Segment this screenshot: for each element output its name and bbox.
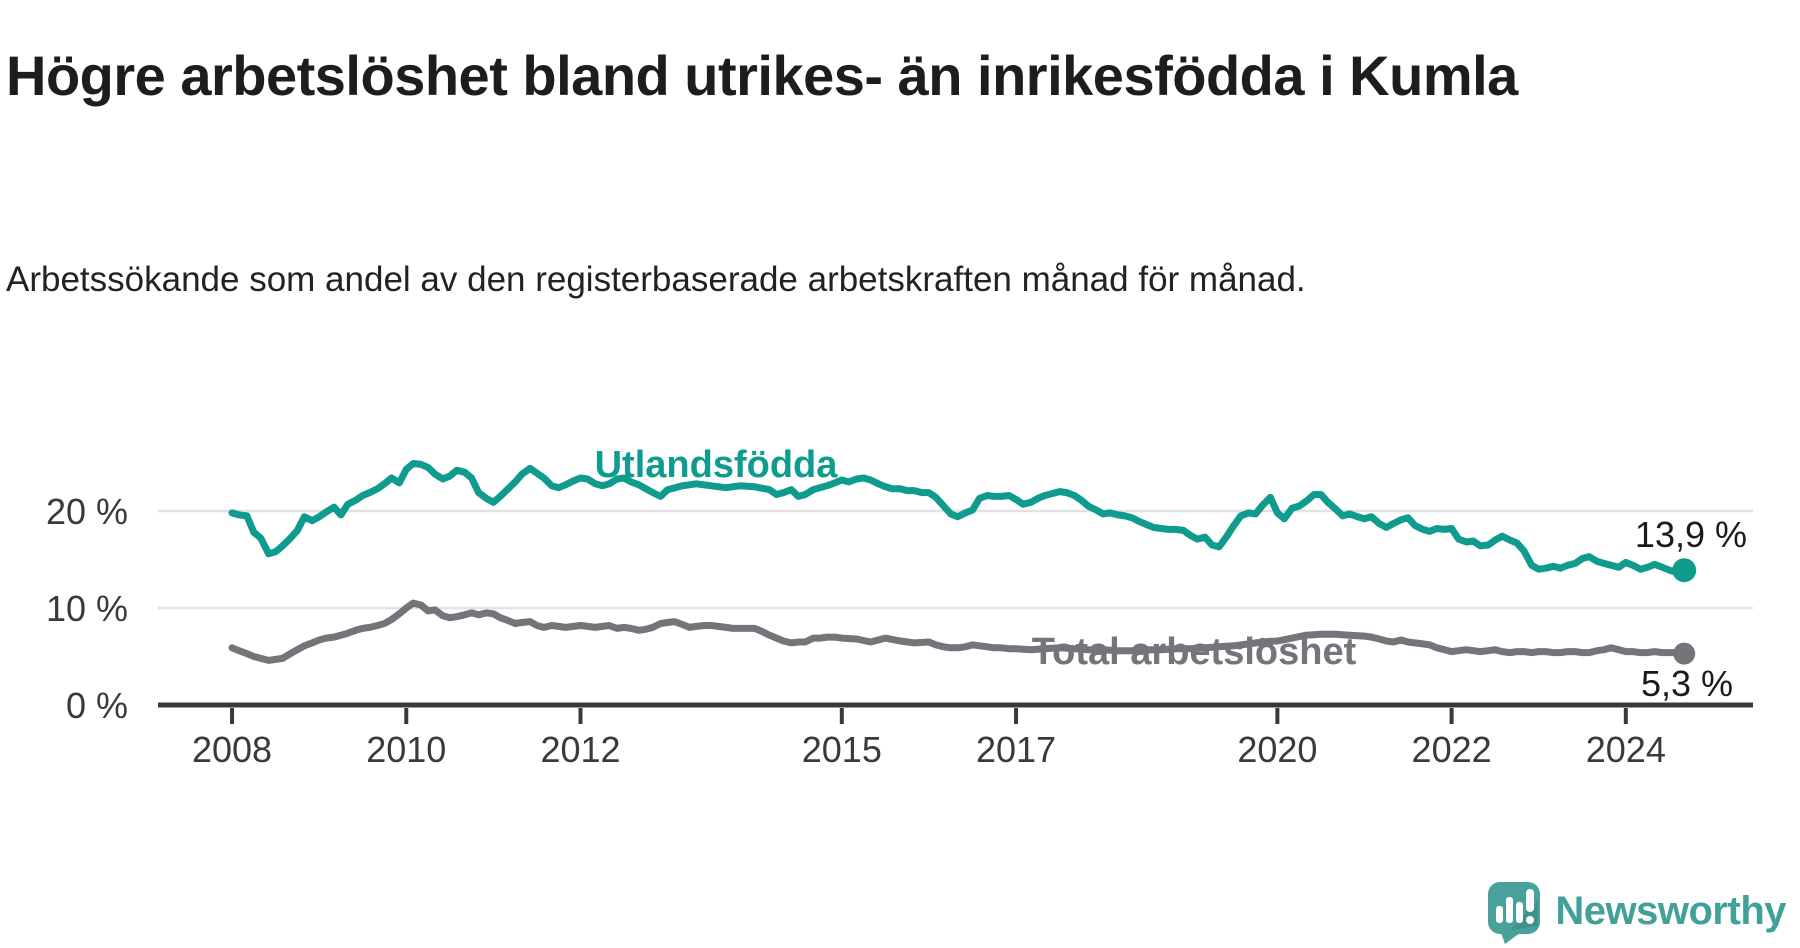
series-line-total <box>228 599 1688 664</box>
y-tick-label: 0 % <box>66 685 128 726</box>
chart-subtitle: Arbetssökande som andel av den registerb… <box>6 260 1306 299</box>
newsworthy-logo-icon <box>1488 882 1541 944</box>
series-end-dot <box>1672 558 1697 583</box>
page-title: Högre arbetslöshet bland utrikes- än inr… <box>6 43 1518 107</box>
newsworthy-logo-text: Newsworthy <box>1555 888 1786 933</box>
series-label-total: Total arbetslöshet <box>1032 631 1357 673</box>
y-tick-label: 20 % <box>46 491 128 532</box>
series-line-foreign-born <box>228 460 1688 576</box>
x-tick-label: 2020 <box>1237 729 1317 770</box>
x-tick-label: 2024 <box>1586 729 1666 770</box>
newsworthy-logo: Newsworthy <box>1486 878 1786 944</box>
x-tick-label: 2010 <box>366 729 446 770</box>
end-value-label-total: 5,3 % <box>1641 663 1733 704</box>
x-tick-label: 2022 <box>1412 729 1492 770</box>
y-tick-label: 10 % <box>46 588 128 629</box>
x-tick-label: 2015 <box>802 729 882 770</box>
series-end-dot <box>1673 642 1696 665</box>
x-tick-label: 2017 <box>976 729 1056 770</box>
series-label-foreign-born: Utlandsfödda <box>595 444 839 486</box>
x-tick-label: 2008 <box>192 729 272 770</box>
end-value-label-foreign-born: 13,9 % <box>1635 514 1747 555</box>
x-tick-label: 2012 <box>540 729 620 770</box>
